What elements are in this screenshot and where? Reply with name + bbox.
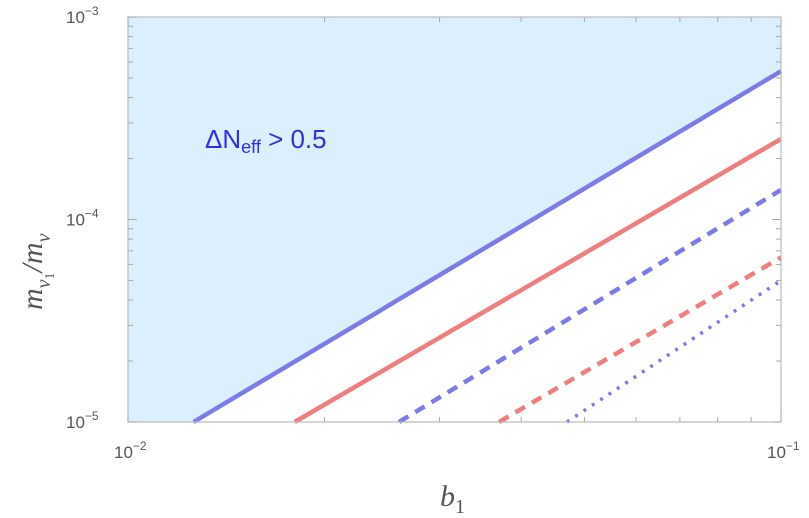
- series-line-5-dotted: [565, 278, 782, 424]
- y-tick-label-exp: −4: [85, 207, 99, 221]
- tick-layer: 10−2 10−110−510−410−3: [66, 4, 800, 462]
- region-label-suffix: > 0.5: [261, 124, 327, 154]
- shaded-region: [128, 17, 781, 422]
- y-tick-label: 10−5: [66, 409, 99, 432]
- y-tick-label-base: 10: [66, 211, 85, 230]
- y-axis-title-denom-sub: ν: [33, 233, 55, 242]
- series-line-4-dashed: [497, 255, 783, 424]
- region-label-prefix: ΔN: [205, 124, 241, 154]
- y-axis-title: mν1/mν: [16, 233, 58, 310]
- x-axis-title-base: b: [440, 480, 455, 513]
- x-tick-label-exp: −2: [133, 439, 147, 453]
- x-tick-label-base: 10: [767, 443, 786, 462]
- y-tick-label-exp: −5: [85, 409, 99, 423]
- series-layer: [192, 69, 783, 424]
- shaded-region-layer: [128, 17, 781, 422]
- y-tick-label-exp: −3: [85, 4, 99, 18]
- x-tick-label: 10−1: [767, 439, 800, 462]
- y-axis-title-slash: /: [16, 261, 49, 274]
- y-tick-label: 10−3: [66, 4, 99, 27]
- y-tick-label-base: 10: [66, 8, 85, 27]
- y-axis-title-denom-base: m: [16, 242, 49, 264]
- y-axis-title-sub-base: ν: [33, 279, 55, 288]
- y-axis-title-sub-sub: 1: [43, 272, 58, 279]
- series-line-2-solid: [293, 136, 783, 424]
- y-axis-title-base: m: [16, 288, 49, 310]
- x-axis-title: b1: [440, 480, 465, 518]
- x-tick-label-base: 10: [114, 443, 133, 462]
- y-tick-label: 10−4: [66, 207, 99, 230]
- x-tick-label-exp: −1: [786, 439, 800, 453]
- region-label-sub: eff: [241, 137, 262, 157]
- y-tick-label-base: 10: [66, 413, 85, 432]
- series-line-1-solid: [192, 69, 783, 424]
- region-label: ΔNeff > 0.5: [205, 124, 327, 157]
- x-tick-label: 10−2: [114, 439, 147, 462]
- x-axis-title-sub: 1: [455, 496, 465, 518]
